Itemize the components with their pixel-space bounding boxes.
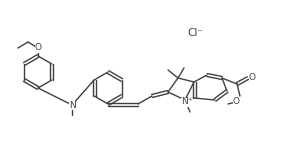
Text: O: O (35, 44, 41, 52)
Text: O: O (232, 97, 240, 106)
Text: N⁺: N⁺ (181, 97, 193, 106)
Text: N: N (69, 101, 75, 110)
Text: O: O (249, 73, 255, 82)
Text: Cl⁻: Cl⁻ (187, 28, 203, 38)
